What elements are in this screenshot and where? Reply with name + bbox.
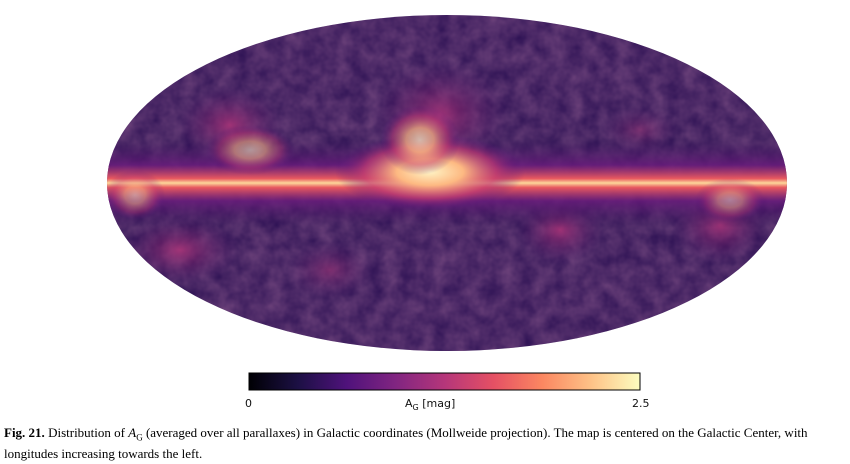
colorbar [248, 372, 641, 391]
galactic-features [107, 15, 787, 351]
caption-text-2: (averaged over all parallaxes) in Galact… [4, 425, 808, 461]
caption-text-1: Distribution of [44, 425, 129, 440]
caption-symbol-subscript: G [136, 432, 143, 443]
figure-number: Fig. 21. [4, 425, 45, 440]
colorbar-min-label: 0 [245, 397, 252, 410]
caption-symbol: A [128, 425, 137, 440]
colorbar-title: AG [mag] [405, 397, 455, 412]
colorbar-title-unit: [mag] [418, 397, 456, 410]
colorbar-title-symbol: A [405, 397, 413, 410]
colorbar-title-subscript: G [412, 403, 419, 413]
colorbar-max-label: 2.5 [632, 397, 650, 410]
extinction-map [107, 15, 787, 391]
figure: 0 2.5 AG [mag] [107, 15, 787, 412]
figure-caption: Fig. 21. Distribution of AG (averaged ov… [4, 425, 846, 462]
